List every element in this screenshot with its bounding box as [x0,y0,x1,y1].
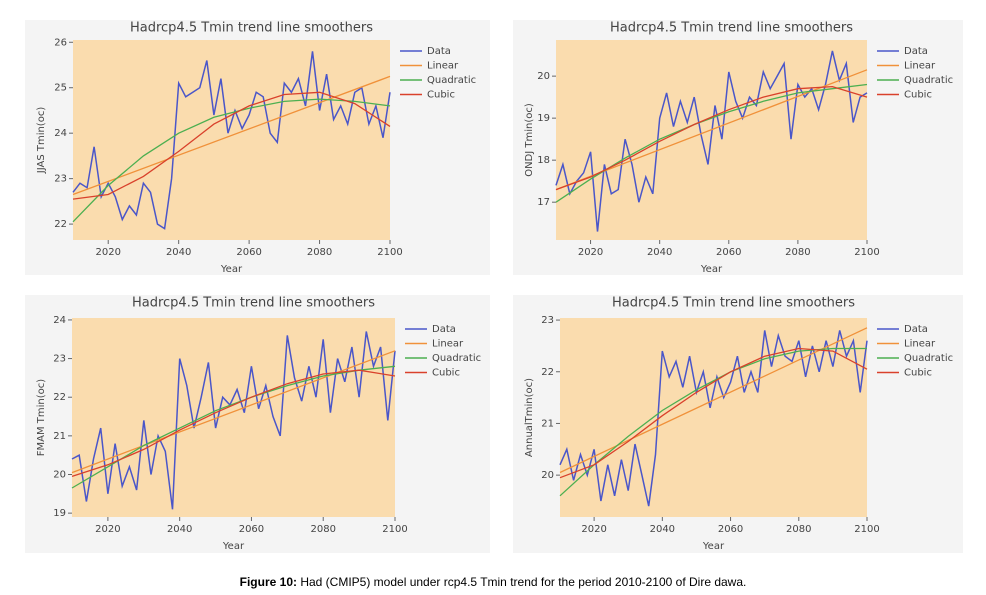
y-tick-label: 18 [537,155,550,166]
x-axis-label: Year [700,264,723,275]
legend-label: Quadratic [432,353,481,364]
line-cubic [559,347,868,479]
x-tick-label: 2040 [167,524,192,535]
line-data [71,331,396,510]
chart: Hadrcp4.5 Tmin trend line smoothers Year A… [513,295,963,553]
legend-label: Linear [904,339,936,350]
y-tick-label: 25 [54,83,67,94]
x-tick-label: 2060 [716,247,741,258]
caption-label: Figure 10: [240,575,297,589]
chart: Hadrcp4.5 Tmin trend line smoothers Year J… [25,20,490,275]
legend-label: Cubic [904,90,932,101]
y-tick-label: 23 [541,315,554,326]
x-tick-label: 2060 [236,247,261,258]
line-linear [555,69,868,191]
x-tick-label: 2040 [650,524,675,535]
y-axis-label: JJAS Tmin(oc) [36,107,47,175]
y-tick-label: 23 [54,174,67,185]
line-linear [71,350,396,474]
y-tick-label: 20 [541,470,554,481]
y-tick-label: 24 [54,128,67,139]
caption: Figure 10: Had (CMIP5) model under rcp4.… [240,575,747,589]
line-quadratic [71,365,396,489]
y-tick-label: 26 [54,37,67,48]
legend-label: Linear [427,61,459,72]
x-tick-label: 2080 [785,247,810,258]
y-tick-label: 21 [53,431,66,442]
y-tick-label: 22 [541,367,554,378]
y-axis-label: FMAM Tmin(oc) [36,379,47,457]
x-tick-label: 2020 [95,247,120,258]
y-tick-label: 19 [537,113,550,124]
y-tick-label: 23 [53,354,66,365]
chart: Hadrcp4.5 Tmin trend line smoothers Year F… [25,295,490,553]
plot-area [560,318,867,517]
y-axis-label: ONDJ Tmin(oc) [524,103,535,177]
x-tick-label: 2020 [95,524,120,535]
legend-label: Cubic [427,90,455,101]
legend-label: Linear [904,61,936,72]
x-axis-label: Year [222,541,245,552]
line-data [555,50,868,232]
chart-title: Hadrcp4.5 Tmin trend line smoothers [130,21,373,36]
y-tick-label: 20 [537,71,550,82]
y-tick-label: 20 [53,469,66,480]
line-cubic [555,85,868,191]
x-tick-label: 2060 [239,524,264,535]
x-tick-label: 2040 [166,247,191,258]
legend-label: Data [904,46,928,57]
line-cubic [71,369,396,478]
y-tick-label: 24 [53,315,66,326]
legend-label: Cubic [904,368,932,379]
x-tick-label: 2020 [581,524,606,535]
line-data [559,330,868,507]
x-tick-label: 2060 [718,524,743,535]
legend-label: Linear [432,339,464,350]
legend-label: Data [904,324,928,335]
chart: Hadrcp4.5 Tmin trend line smoothers Year O… [513,20,963,275]
legend-label: Quadratic [427,75,476,86]
y-tick-label: 19 [53,508,66,519]
x-tick-label: 2080 [786,524,811,535]
x-tick-label: 2100 [382,524,407,535]
chart-title: Hadrcp4.5 Tmin trend line smoothers [610,21,853,36]
line-linear [72,75,391,196]
line-quadratic [72,98,391,223]
caption-text: Had (CMIP5) model under rcp4.5 Tmin tren… [297,575,746,589]
x-tick-label: 2040 [647,247,672,258]
chart-title: Hadrcp4.5 Tmin trend line smoothers [132,296,375,311]
x-tick-label: 2020 [578,247,603,258]
legend-label: Data [427,46,451,57]
y-axis-label: AnnualTmin(oc) [524,378,535,457]
y-tick-label: 21 [541,418,554,429]
x-tick-label: 2100 [854,524,879,535]
y-tick-label: 22 [53,392,66,403]
y-tick-label: 22 [54,219,67,230]
x-tick-label: 2080 [310,524,335,535]
line-data [72,51,391,230]
legend-label: Quadratic [904,353,953,364]
y-tick-label: 17 [537,197,550,208]
x-tick-label: 2080 [307,247,332,258]
x-tick-label: 2100 [377,247,402,258]
x-tick-label: 2100 [854,247,879,258]
x-axis-label: Year [702,541,725,552]
legend-label: Cubic [432,368,460,379]
legend-label: Quadratic [904,75,953,86]
plot-area [72,318,395,517]
legend-label: Data [432,324,456,335]
line-linear [559,327,868,474]
plot-area [73,40,390,240]
chart-title: Hadrcp4.5 Tmin trend line smoothers [612,296,855,311]
x-axis-label: Year [220,264,243,275]
line-cubic [72,91,391,200]
